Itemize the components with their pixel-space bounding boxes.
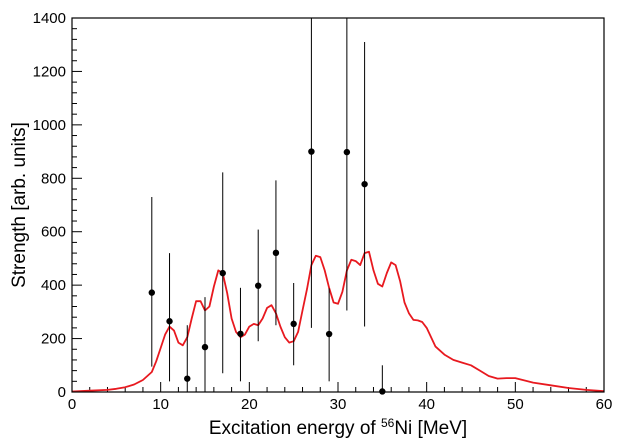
theory-curve-layer xyxy=(71,250,605,393)
x-tick-label: 30 xyxy=(330,396,347,413)
data-point xyxy=(166,318,173,325)
data-point xyxy=(148,289,155,296)
data-point xyxy=(201,343,209,351)
y-tick-label: 1000 xyxy=(33,117,66,134)
y-tick-label: 400 xyxy=(41,277,66,294)
plot-frame xyxy=(71,17,605,393)
data-point xyxy=(343,148,351,156)
x-tick-label: 20 xyxy=(241,396,258,413)
data-point xyxy=(237,330,244,337)
data-point xyxy=(308,148,315,155)
x-axis-label-suffix: Ni [MeV] xyxy=(394,418,467,438)
x-tick-label: 60 xyxy=(596,396,613,413)
y-tick-label: 0 xyxy=(58,384,66,401)
data-point xyxy=(290,320,297,328)
y-tick-label: 200 xyxy=(41,331,66,348)
y-tick-label: 600 xyxy=(41,224,66,241)
y-tick-label: 800 xyxy=(41,170,66,187)
data-point xyxy=(184,375,191,382)
x-axis-label: Excitation energy of 56Ni [MeV] xyxy=(209,416,467,438)
x-tick-label: 0 xyxy=(68,396,76,413)
theory-curve xyxy=(71,250,605,393)
y-tick-label: 1200 xyxy=(33,63,66,80)
x-tick-label: 40 xyxy=(418,396,435,413)
data-points-layer xyxy=(148,18,386,395)
x-tick-label: 50 xyxy=(507,396,524,413)
data-point xyxy=(361,180,368,188)
data-point xyxy=(325,330,333,338)
y-tick-label: 1400 xyxy=(33,10,66,27)
x-axis-label-prefix: Excitation energy of xyxy=(209,418,381,438)
data-point xyxy=(255,282,262,289)
axis-ticks xyxy=(71,17,605,393)
x-axis-label-superscript: 56 xyxy=(381,416,395,430)
x-tick-label: 10 xyxy=(152,396,169,413)
data-point xyxy=(219,269,226,277)
y-axis-label: Strength [arb. units] xyxy=(9,122,30,288)
data-point xyxy=(272,249,280,257)
